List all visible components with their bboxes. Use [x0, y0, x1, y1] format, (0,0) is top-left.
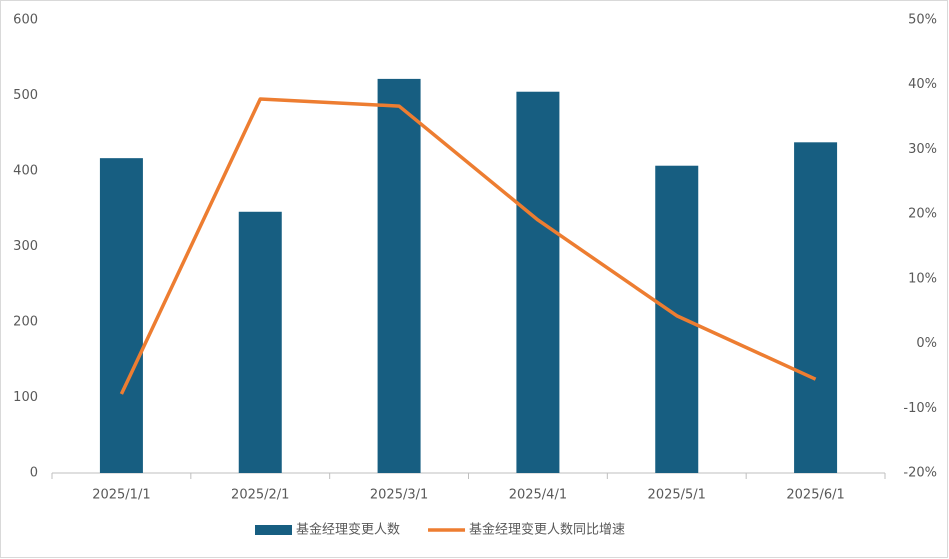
bar	[516, 91, 560, 473]
y2-tick-label: 40%	[908, 77, 937, 92]
bar	[238, 211, 282, 473]
y2-tick-label: 10%	[908, 271, 937, 286]
y-tick-label: 200	[13, 315, 38, 330]
y-tick-label: 100	[13, 390, 38, 405]
line	[119, 97, 817, 395]
x-tick-label: 2025/1/1	[92, 488, 150, 503]
y2-tick-label: 50%	[908, 13, 937, 28]
y2-tick-label: -20%	[903, 466, 937, 481]
x-tick-label: 2025/3/1	[370, 488, 428, 503]
x-tick-label: 2025/5/1	[648, 488, 706, 503]
y2-tick-label: -10%	[903, 401, 937, 416]
x-tick-label: 2025/6/1	[786, 488, 844, 503]
y-tick-label: 300	[13, 239, 38, 254]
bar	[655, 165, 699, 473]
legend-swatch	[255, 525, 292, 535]
bar	[99, 158, 143, 474]
y-tick-label: 500	[13, 88, 38, 103]
y2-tick-label: 0%	[916, 336, 937, 351]
x-tick-label: 2025/2/1	[231, 488, 289, 503]
y-tick-label: 400	[13, 164, 38, 179]
y-tick-label: 0	[30, 466, 38, 481]
legend-label: 基金经理变更人数	[296, 522, 400, 538]
legend-label: 基金经理变更人数同比增速	[469, 522, 625, 538]
bar	[377, 78, 421, 473]
y2-tick-label: 30%	[908, 142, 937, 157]
y2-tick-label: 20%	[908, 207, 937, 222]
bar	[794, 142, 838, 473]
x-tick-label: 2025/4/1	[509, 488, 567, 503]
y-tick-label: 600	[13, 13, 38, 28]
